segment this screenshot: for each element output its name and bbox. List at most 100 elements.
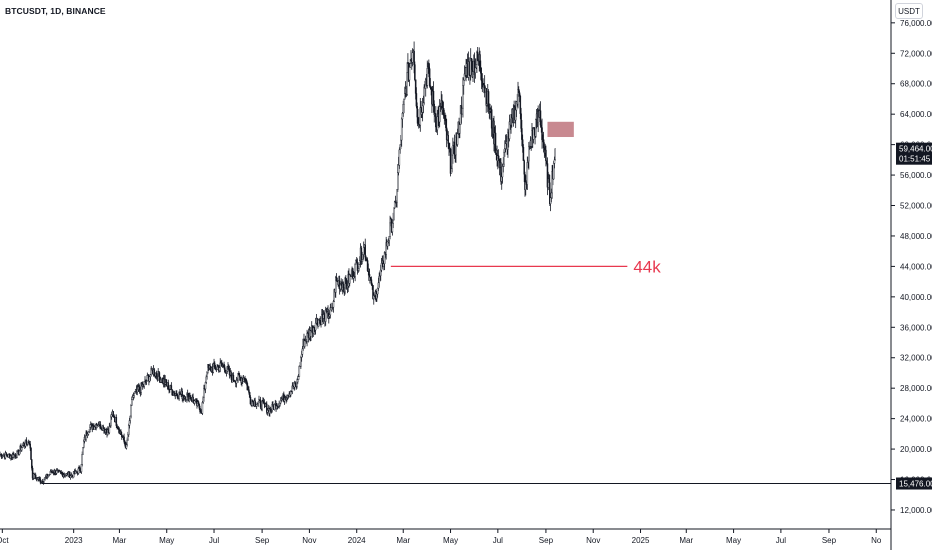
time-tick-label: May (159, 536, 174, 545)
candle (456, 128, 459, 147)
candle (397, 164, 399, 192)
candle (324, 306, 327, 326)
candle (85, 430, 87, 442)
candle (389, 215, 391, 240)
candle (29, 440, 31, 451)
candle (216, 364, 218, 370)
candle (462, 77, 464, 118)
time-tick-label: No (871, 536, 882, 545)
candle (25, 437, 28, 446)
candle (521, 134, 524, 153)
price-tick-label: 76,000.00 (900, 19, 932, 28)
candle (255, 404, 258, 410)
candle (127, 431, 129, 441)
candle (204, 381, 207, 394)
candle (153, 367, 156, 377)
candle (155, 370, 158, 380)
candle (547, 171, 549, 191)
candle (300, 355, 302, 369)
candle (342, 281, 345, 293)
candle (497, 149, 500, 161)
time-axis: Oct 2023 Mar May Jul Sep Nov 2024 Mar May Jul Sep No… (0, 528, 891, 545)
candle (432, 81, 435, 113)
candle (429, 78, 432, 90)
price-tick-label: 56,000.00 (900, 171, 932, 180)
candle (435, 106, 437, 133)
level-label: 44k (633, 257, 661, 276)
candle (413, 41, 415, 74)
candle (249, 395, 252, 405)
candle (201, 401, 204, 416)
candle (1, 454, 4, 459)
candle (272, 401, 274, 410)
candle (232, 372, 235, 383)
candle (184, 396, 187, 402)
resistance-zone[interactable] (547, 121, 574, 138)
price-tick-label: 52,000.00 (900, 202, 932, 211)
candle (372, 284, 374, 300)
candle (406, 62, 408, 96)
candle (545, 145, 547, 167)
candle (348, 273, 351, 287)
candle (549, 174, 551, 206)
candle (179, 388, 181, 397)
candle (483, 75, 486, 98)
candle (339, 283, 342, 292)
price-tick-label: 12,000.00 (900, 506, 932, 515)
candle (108, 423, 111, 435)
price-tick-label: 72,000.00 (900, 49, 932, 58)
candle (523, 159, 525, 183)
price-tick-label: 44,000.00 (900, 262, 932, 271)
candle (71, 474, 73, 477)
candle (433, 100, 436, 123)
candle (503, 149, 505, 167)
candle (296, 378, 298, 389)
candle (504, 134, 507, 153)
time-tick-label: 2024 (348, 536, 366, 545)
candle (248, 391, 251, 399)
price-axis: 76,000.0072,000.0068,000.0064,000.0060,0… (890, 0, 932, 550)
time-tick-label: Sep (822, 536, 837, 545)
time-tick-label: May (726, 536, 741, 545)
candle (462, 77, 465, 95)
price-tick-label: 32,000.00 (900, 354, 932, 363)
candle (500, 158, 502, 185)
candle (192, 393, 194, 402)
candle (358, 262, 360, 272)
candle (82, 439, 85, 449)
candle (539, 101, 542, 128)
candle (125, 442, 128, 450)
candle (447, 131, 449, 149)
candle (409, 59, 411, 68)
candle (20, 446, 23, 452)
candle (140, 382, 142, 396)
candle (115, 414, 118, 428)
candle (248, 386, 250, 395)
currency-button[interactable]: USDT (895, 3, 923, 19)
time-tick-label: Oct (0, 536, 9, 545)
candle (96, 423, 98, 429)
candle (392, 212, 394, 229)
price-tick-label: 24,000.00 (900, 415, 932, 424)
candle (112, 411, 114, 417)
candle (126, 437, 128, 447)
candle (373, 292, 375, 305)
candle (81, 451, 83, 467)
candle (77, 466, 80, 475)
candle (170, 382, 173, 390)
candle (143, 381, 145, 389)
price-tick-label: 40,000.00 (900, 293, 932, 302)
candle (131, 396, 133, 406)
candle (398, 147, 401, 169)
candle (329, 303, 332, 319)
candle (298, 365, 301, 377)
candle (16, 449, 18, 459)
candle (386, 241, 389, 250)
candle (332, 299, 335, 313)
candle (75, 470, 77, 473)
candle (400, 117, 403, 147)
candle (518, 90, 521, 103)
candle (197, 400, 200, 405)
